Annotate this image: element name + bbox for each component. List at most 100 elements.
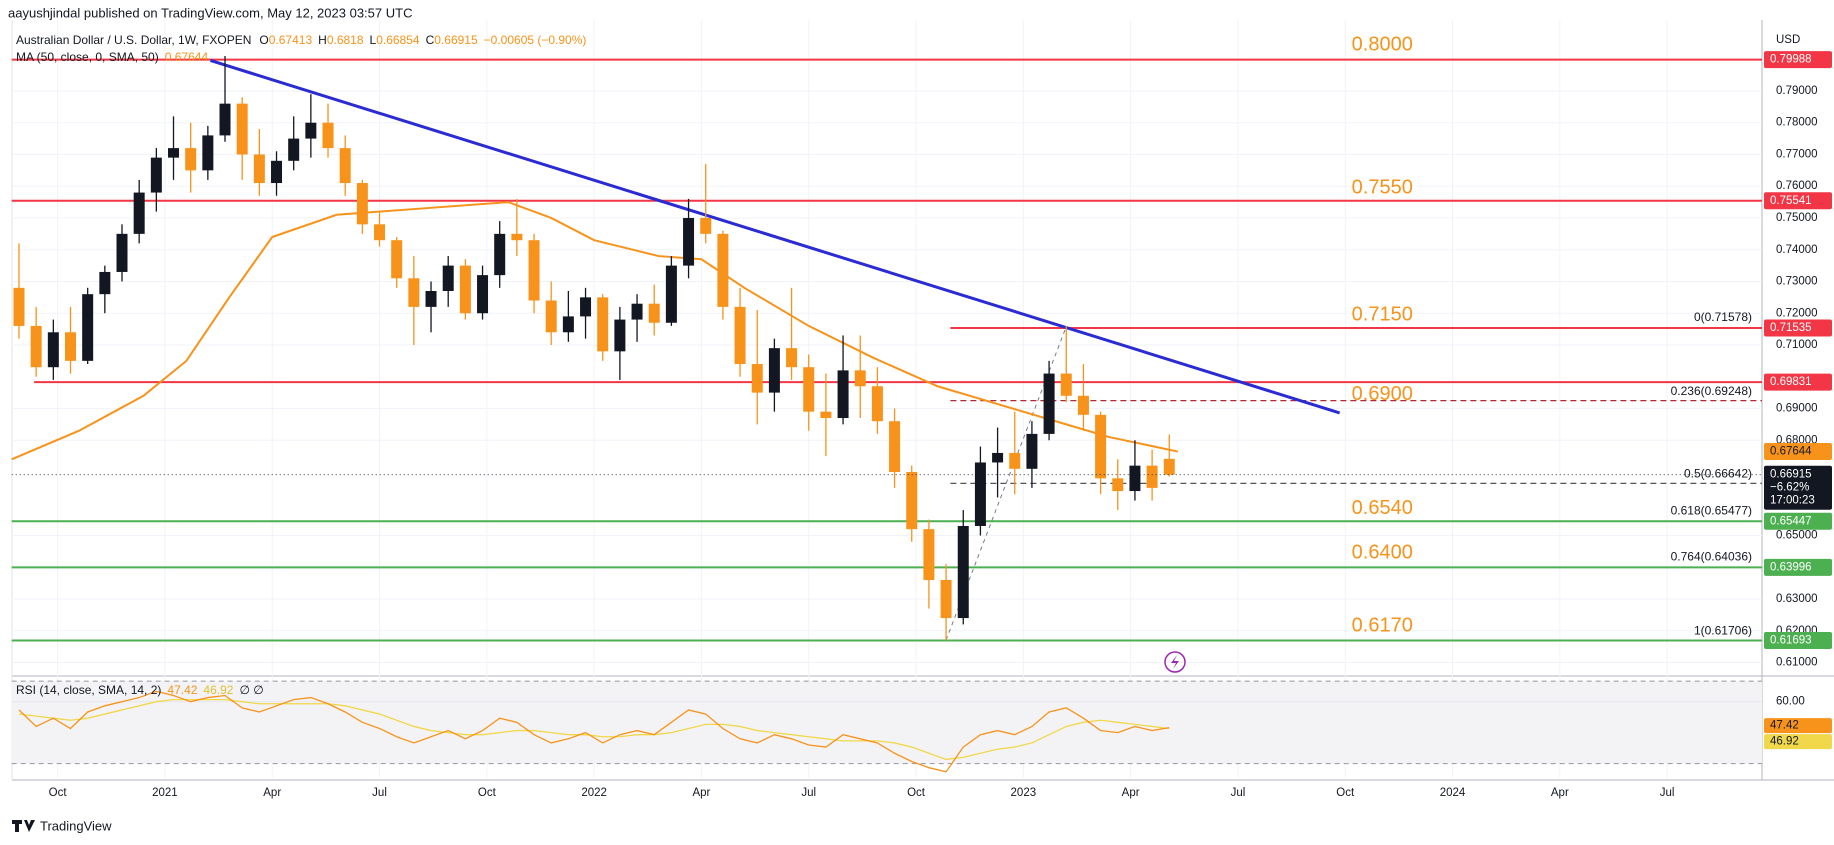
candle-body bbox=[374, 224, 386, 241]
level-badge: 0.63996 bbox=[1770, 561, 1812, 573]
level-annotation: 0.6900 bbox=[1352, 383, 1413, 405]
y-tick-label: 0.77000 bbox=[1776, 148, 1818, 160]
level-badge-bg bbox=[1764, 632, 1832, 650]
candle-body bbox=[528, 240, 540, 301]
ohlc-key: O bbox=[259, 33, 268, 47]
ma-label: MA (50, close, 0, SMA, 50) bbox=[16, 50, 159, 64]
level-badge: 0.79988 bbox=[1770, 54, 1812, 66]
fib-label: 0(0.71578) bbox=[1694, 310, 1752, 324]
alert-icon bbox=[1164, 651, 1186, 673]
candle-body bbox=[288, 138, 300, 161]
candle-body bbox=[1026, 433, 1038, 469]
y-tick-label: 0.65000 bbox=[1776, 530, 1818, 542]
candle-body bbox=[751, 364, 763, 393]
level-annotation: 0.6400 bbox=[1352, 542, 1413, 564]
ma-badge-bg bbox=[1764, 443, 1832, 461]
candle-body bbox=[683, 217, 695, 266]
x-tick-label: Jul bbox=[1660, 787, 1675, 799]
candle-body bbox=[116, 233, 128, 272]
drawings: 0(0.71578) 0.236(0.69248) 0.5(0.66642) 0.61… bbox=[11, 33, 1762, 642]
y-tick-label: 0.73000 bbox=[1776, 276, 1818, 288]
candle-body bbox=[717, 233, 729, 307]
ohlc-value: 0.66915 bbox=[434, 33, 478, 47]
ohlc-value: 0.67413 bbox=[269, 33, 313, 47]
x-tick-label: Apr bbox=[692, 787, 710, 799]
candle-body bbox=[597, 297, 609, 352]
ma-badge: 0.67644 bbox=[1770, 446, 1812, 458]
y-tick-label: 0.76000 bbox=[1776, 180, 1818, 192]
ohlc-value: 0.6818 bbox=[327, 33, 364, 47]
close-badge: 0.66915 bbox=[1770, 469, 1812, 481]
candle-body bbox=[992, 452, 1004, 463]
level-annotation: 0.7150 bbox=[1352, 303, 1413, 325]
x-tick-label: Jul bbox=[1231, 787, 1246, 799]
candle-body bbox=[889, 421, 901, 472]
publisher: aayushjindal published on TradingView.co… bbox=[8, 5, 412, 20]
fib-label: 0.764(0.64036) bbox=[1671, 549, 1752, 563]
x-tick-label: 2023 bbox=[1011, 787, 1037, 799]
y-tick-label: 0.63000 bbox=[1776, 593, 1818, 605]
level-badge: 0.69831 bbox=[1770, 376, 1812, 388]
rsi-badge: 47.42 bbox=[1770, 720, 1799, 732]
candle-body bbox=[940, 579, 952, 619]
x-tick-label: Jul bbox=[801, 787, 816, 799]
level-annotation: 0.7550 bbox=[1352, 176, 1413, 198]
rsi-line bbox=[18, 690, 1170, 773]
ma-line bbox=[11, 201, 1179, 461]
ohlc-key: C bbox=[426, 33, 435, 47]
candle-body bbox=[47, 332, 59, 368]
rsi-value: 47.42 bbox=[167, 683, 197, 697]
x-tick-label: Apr bbox=[1122, 787, 1140, 799]
candle-body bbox=[562, 316, 574, 333]
candle-body bbox=[631, 303, 643, 320]
candle-body bbox=[803, 367, 815, 412]
level-badge: 0.61693 bbox=[1770, 635, 1812, 647]
x-tick-label: Apr bbox=[1551, 787, 1569, 799]
candle-body bbox=[871, 386, 883, 422]
rsi-signal-badge: 46.92 bbox=[1770, 736, 1799, 748]
candle-body bbox=[65, 332, 77, 361]
candle-body bbox=[1095, 414, 1107, 479]
x-tick-label: Apr bbox=[263, 787, 281, 799]
candle-body bbox=[1009, 452, 1021, 469]
close-countdown: 17:00:23 bbox=[1770, 495, 1815, 507]
candle-body bbox=[665, 265, 677, 323]
candle-body bbox=[356, 183, 368, 225]
candle-body bbox=[1163, 458, 1175, 475]
candle-body bbox=[99, 271, 111, 295]
ohlc-key: H bbox=[318, 33, 327, 47]
x-tick-label: Oct bbox=[1336, 787, 1355, 799]
candle-body bbox=[768, 348, 780, 393]
rsi-signal-value: 46.92 bbox=[203, 683, 233, 697]
candle-body bbox=[150, 157, 162, 193]
plot-layers: 0(0.71578) 0.236(0.69248) 0.5(0.66642) 0.61… bbox=[11, 20, 1832, 799]
level-badge-bg bbox=[1764, 512, 1832, 530]
close-badge-bg bbox=[1764, 465, 1832, 510]
candle-body bbox=[700, 217, 712, 234]
level-annotation: 0.6540 bbox=[1352, 497, 1413, 519]
fib-label: 1(0.61706) bbox=[1694, 623, 1752, 637]
y-tick-label: 0.71000 bbox=[1776, 339, 1818, 351]
candle-body bbox=[253, 154, 265, 184]
candle-body bbox=[786, 348, 798, 368]
fib-label: 0.618(0.65477) bbox=[1671, 504, 1752, 518]
fib-label: 0.5(0.66642) bbox=[1684, 467, 1752, 481]
x-tick-label: 2024 bbox=[1440, 787, 1466, 799]
y-tick-label: 0.69000 bbox=[1776, 403, 1818, 415]
candle-body bbox=[1129, 465, 1141, 492]
candle-body bbox=[202, 135, 214, 171]
ma-legend: MA (50, close, 0, SMA, 50) 0.67644 bbox=[16, 50, 208, 64]
y-tick-label: 0.79000 bbox=[1776, 85, 1818, 97]
y-tick-label: 0.61000 bbox=[1776, 657, 1818, 669]
candle-body bbox=[1077, 395, 1089, 415]
alert-bolt bbox=[1171, 655, 1179, 669]
x-tick-label: Oct bbox=[478, 787, 497, 799]
candle-body bbox=[30, 325, 42, 368]
candle-body bbox=[648, 303, 660, 323]
fib-label: 0.236(0.69248) bbox=[1671, 384, 1752, 398]
candle-body bbox=[957, 525, 969, 619]
candle-body bbox=[477, 275, 489, 314]
rsi-signal-line bbox=[18, 698, 1170, 761]
axes: Oct 2021 Apr Jul Oct 2022 Apr Jul Oct 2023 Apr Jul O… bbox=[11, 51, 1832, 799]
logo-mark bbox=[12, 820, 35, 832]
